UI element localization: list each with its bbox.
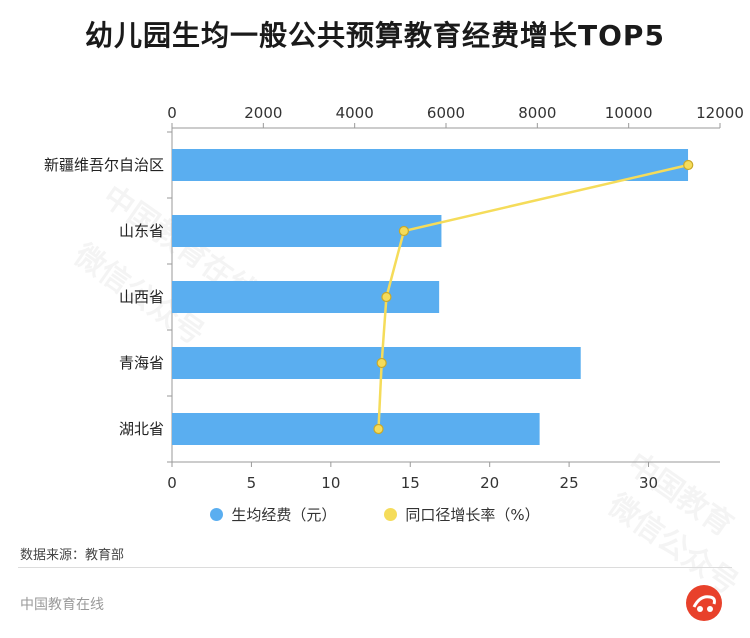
bar xyxy=(172,413,540,445)
legend-line-label: 同口径增长率（%） xyxy=(405,506,540,524)
legend-line-swatch xyxy=(384,508,398,521)
bottom-axis-tick-label: 25 xyxy=(560,474,579,492)
growth-line xyxy=(373,159,694,435)
data-source: 数据来源：教育部 xyxy=(20,548,125,563)
category-label: 湖北省 xyxy=(119,420,164,438)
category-label: 山东省 xyxy=(119,222,164,240)
growth-point xyxy=(376,357,387,369)
category-label: 新疆维吾尔自治区 xyxy=(44,156,164,174)
legend-bar-swatch xyxy=(210,508,224,521)
legend-bar-label: 生均经费（元） xyxy=(231,506,337,524)
bar xyxy=(172,281,440,313)
top-axis-tick-label: 8000 xyxy=(518,104,556,122)
top-axis-tick-label: 0 xyxy=(167,104,177,122)
tick-labels: 0 2000 4000 6000 8000 10000 12000 0 5 10 15 20 25 30 新… xyxy=(44,104,744,492)
bottom-axis-tick-label: 20 xyxy=(480,474,499,492)
brand-logo-icon xyxy=(686,585,722,621)
footer-brand: 中国教育在线 xyxy=(20,597,104,613)
growth-point xyxy=(683,159,694,171)
bottom-axis-tick-label: 0 xyxy=(167,474,177,492)
footer-divider xyxy=(18,567,732,568)
bar xyxy=(172,215,442,247)
top-axis-tick-label: 2000 xyxy=(244,104,282,122)
growth-point xyxy=(373,423,384,435)
chart-title: 幼儿园生均一般公共预算教育经费增长TOP5 xyxy=(85,19,665,52)
top-axis-tick-label: 10000 xyxy=(605,104,653,122)
legend: 生均经费（元） 同口径增长率（%） xyxy=(0,504,750,525)
bottom-axis-tick-label: 5 xyxy=(247,474,257,492)
legend-item-bar: 生均经费（元） xyxy=(210,504,336,525)
top-axis-tick-label: 12000 xyxy=(696,104,744,122)
bars xyxy=(172,149,689,445)
bottom-axis-tick-label: 10 xyxy=(321,474,340,492)
top-axis-tick-label: 6000 xyxy=(427,104,465,122)
category-label: 山西省 xyxy=(119,288,164,306)
growth-point xyxy=(398,225,410,237)
bottom-axis-tick-label: 15 xyxy=(401,474,420,492)
bar xyxy=(172,149,689,181)
top-axis-tick-label: 4000 xyxy=(336,104,374,122)
bar xyxy=(172,347,581,379)
growth-point xyxy=(381,291,392,303)
legend-item-line: 同口径增长率（%） xyxy=(384,504,540,525)
category-label: 青海省 xyxy=(119,354,164,372)
bottom-axis-tick-label: 30 xyxy=(639,474,658,492)
